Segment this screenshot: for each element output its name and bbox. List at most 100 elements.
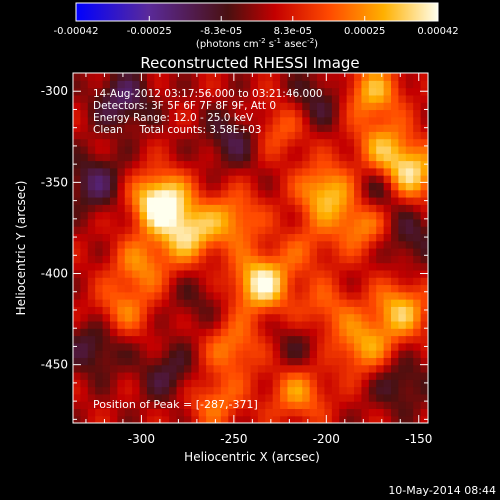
heatmap-cell — [346, 262, 355, 271]
heatmap-cell — [391, 80, 400, 89]
heatmap-cell — [169, 80, 178, 89]
heatmap-cell — [228, 175, 237, 183]
heatmap-cell — [80, 299, 89, 307]
heatmap-cell — [339, 342, 348, 351]
heatmap-cell — [391, 124, 400, 132]
heatmap-cell — [383, 131, 392, 140]
heatmap-cell — [102, 211, 111, 220]
heatmap-cell — [413, 124, 422, 132]
heatmap-cell — [287, 379, 296, 388]
heatmap-cell — [87, 116, 96, 125]
heatmap-cell — [146, 277, 155, 286]
heatmap-cell — [398, 357, 407, 366]
heatmap-cell — [265, 299, 274, 307]
heatmap-cell — [124, 350, 133, 358]
heatmap-cell — [272, 328, 281, 337]
heatmap-cell — [243, 393, 252, 402]
heatmap-cell — [80, 255, 89, 264]
heatmap-cell — [287, 350, 296, 358]
heatmap-cell — [183, 182, 192, 191]
heatmap-cell — [87, 415, 96, 423]
heatmap-cell — [206, 109, 215, 118]
heatmap-cell — [80, 182, 89, 191]
heatmap-cell — [80, 248, 89, 256]
heatmap-cell — [339, 226, 348, 235]
heatmap-cell — [191, 277, 200, 286]
heatmap-cell — [235, 299, 244, 307]
heatmap-cell — [73, 175, 81, 183]
heatmap-cell — [146, 182, 155, 191]
heatmap-cell — [354, 277, 363, 286]
heatmap-cell — [354, 401, 363, 410]
heatmap-cell — [243, 386, 252, 395]
heatmap-cell — [383, 262, 392, 271]
heatmap-cell — [391, 328, 400, 337]
heatmap-cell — [376, 73, 385, 81]
heatmap-cell — [331, 415, 340, 423]
heatmap-cell — [87, 124, 96, 132]
heatmap-cell — [294, 269, 303, 278]
heatmap-cell — [161, 379, 170, 388]
heatmap-cell — [243, 342, 252, 351]
heatmap-cell — [317, 306, 326, 315]
heatmap-cell — [191, 167, 200, 176]
heatmap-cell — [354, 80, 363, 89]
heatmap-cell — [405, 80, 414, 89]
heatmap-cell — [309, 320, 318, 329]
heatmap-cell — [265, 167, 274, 176]
heatmap-cell — [213, 335, 222, 344]
heatmap-cell — [391, 182, 400, 191]
heatmap-cell — [331, 408, 340, 417]
heatmap-cell — [354, 386, 363, 395]
heatmap-cell — [324, 196, 333, 205]
heatmap-cell — [102, 284, 111, 293]
heatmap-cell — [124, 335, 133, 344]
heatmap-cell — [376, 386, 385, 395]
heatmap-cell — [117, 73, 126, 81]
heatmap-cell — [73, 393, 81, 402]
heatmap-cell — [161, 364, 170, 373]
heatmap-cell — [183, 189, 192, 198]
heatmap-cell — [176, 342, 185, 351]
heatmap-cell — [132, 386, 141, 395]
heatmap-cell — [368, 175, 377, 183]
heatmap-cell — [102, 306, 111, 315]
heatmap-cell — [206, 408, 215, 417]
heatmap-cell — [398, 350, 407, 358]
heatmap-cell — [73, 401, 81, 410]
heatmap-cell — [398, 342, 407, 351]
heatmap-cell — [124, 182, 133, 191]
heatmap-cell — [302, 211, 311, 220]
heatmap-cell — [243, 94, 252, 103]
heatmap-cell — [317, 255, 326, 264]
heatmap-cell — [169, 204, 178, 213]
heatmap-cell — [331, 94, 340, 103]
heatmap-cell — [420, 182, 428, 191]
heatmap-cell — [317, 124, 326, 132]
heatmap-cell — [191, 233, 200, 242]
heatmap-cell — [280, 379, 289, 388]
heatmap-cell — [294, 313, 303, 322]
heatmap-cell — [376, 262, 385, 271]
heatmap-cell — [102, 371, 111, 380]
heatmap-cell — [191, 73, 200, 81]
heatmap-cell — [339, 131, 348, 140]
heatmap-cell — [391, 87, 400, 96]
heatmap-cell — [346, 189, 355, 198]
heatmap-cell — [287, 102, 296, 111]
heatmap-cell — [235, 342, 244, 351]
heatmap-cell — [169, 189, 178, 198]
heatmap-cell — [302, 189, 311, 198]
heatmap-cell — [339, 94, 348, 103]
y-tick-label: -450 — [41, 358, 68, 372]
heatmap-cell — [420, 364, 428, 373]
heatmap-cell — [235, 226, 244, 235]
heatmap-cell — [331, 291, 340, 300]
heatmap-cell — [198, 262, 207, 271]
heatmap-cell — [287, 87, 296, 96]
heatmap-cell — [398, 408, 407, 417]
heatmap-cell — [376, 357, 385, 366]
heatmap-cell — [250, 153, 259, 162]
heatmap-cell — [206, 226, 215, 235]
heatmap-cell — [117, 145, 126, 154]
